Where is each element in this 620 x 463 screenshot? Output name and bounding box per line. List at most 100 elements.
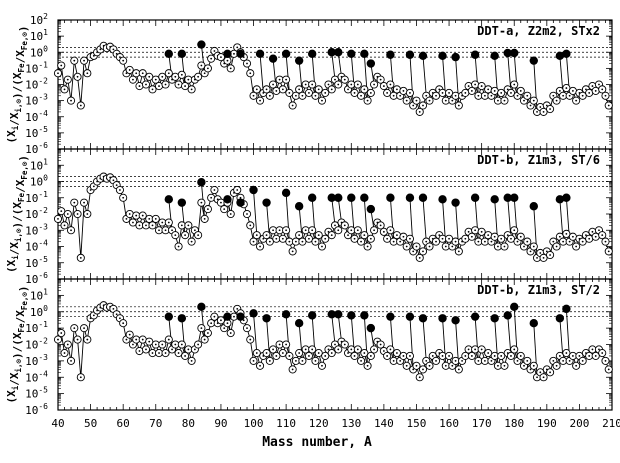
data-point-filled xyxy=(307,49,317,59)
data-point-center xyxy=(92,314,95,317)
data-point-center xyxy=(369,237,372,240)
data-point-center xyxy=(291,104,294,107)
data-point-center xyxy=(343,224,346,227)
drop-line xyxy=(507,52,512,93)
data-point-center xyxy=(386,237,389,240)
drop-line xyxy=(507,197,512,239)
data-point-center xyxy=(581,240,584,243)
data-point-filled xyxy=(438,314,447,323)
data-point-center xyxy=(591,348,594,351)
data-point-filled xyxy=(164,49,173,59)
data-point-center xyxy=(138,350,141,352)
x-tick-label: 130 xyxy=(341,417,361,430)
data-point-filled xyxy=(360,311,369,320)
data-point-center xyxy=(565,352,568,354)
data-point-center xyxy=(197,75,200,78)
data-point-center xyxy=(70,359,72,362)
data-point-center xyxy=(167,221,170,224)
data-point-filled xyxy=(562,193,571,202)
drop-line xyxy=(181,202,186,236)
data-point-center xyxy=(321,99,323,102)
data-point-center xyxy=(451,99,454,102)
data-point-center xyxy=(493,235,496,238)
y-tick-label: 10-5 xyxy=(25,255,48,270)
data-point-center xyxy=(428,364,431,367)
data-point-center xyxy=(66,343,69,346)
data-point-center xyxy=(135,72,138,75)
data-point-center xyxy=(431,355,434,357)
data-point-center xyxy=(291,250,294,253)
data-point-center xyxy=(585,234,587,237)
data-point-center xyxy=(571,90,574,92)
drop-line xyxy=(259,53,264,93)
data-point-center xyxy=(125,338,128,341)
data-point-filled xyxy=(438,51,447,61)
data-point-center xyxy=(187,224,190,227)
data-point-center xyxy=(467,230,470,233)
data-point-center xyxy=(490,94,493,97)
data-point-center xyxy=(565,87,568,89)
x-tick-label: 100 xyxy=(244,417,264,430)
data-point-center xyxy=(552,240,555,243)
data-point-center xyxy=(304,348,307,351)
data-point-center xyxy=(604,359,607,362)
data-point-center xyxy=(422,250,424,253)
data-point-center xyxy=(549,371,551,374)
data-point-center xyxy=(135,214,138,217)
data-point-filled xyxy=(307,311,317,320)
data-point-center xyxy=(265,88,268,91)
data-point-center xyxy=(366,364,369,367)
data-point-center xyxy=(285,229,288,232)
data-point-center xyxy=(493,355,496,357)
data-point-center xyxy=(125,217,128,220)
data-point-center xyxy=(122,322,125,325)
data-point-center xyxy=(203,338,206,341)
data-point-center xyxy=(510,355,512,357)
data-point-center xyxy=(409,92,411,94)
data-point-center xyxy=(601,88,604,91)
data-point-center xyxy=(487,234,490,237)
data-point-center xyxy=(497,364,499,367)
data-point-filled xyxy=(360,49,369,59)
data-point-center xyxy=(565,232,568,235)
data-point-center xyxy=(591,230,594,233)
data-point-center xyxy=(542,376,545,379)
data-point-filled xyxy=(418,51,428,61)
data-point-center xyxy=(154,78,157,81)
data-point-center xyxy=(356,83,359,86)
data-point-center xyxy=(213,189,216,191)
data-point-center xyxy=(242,319,245,322)
data-point-center xyxy=(76,338,79,341)
data-point-center xyxy=(298,352,301,354)
drop-line xyxy=(409,316,414,370)
data-point-filled xyxy=(334,48,343,57)
data-point-center xyxy=(536,376,538,379)
data-point-filled xyxy=(236,198,245,207)
data-point-center xyxy=(487,88,490,91)
data-point-filled xyxy=(490,51,499,61)
data-point-center xyxy=(288,240,291,243)
data-point-center xyxy=(457,250,460,253)
data-point-center xyxy=(607,250,610,253)
data-point-center xyxy=(389,348,392,351)
data-point-center xyxy=(532,364,535,367)
data-point-center xyxy=(542,110,545,113)
x-tick-label: 180 xyxy=(504,417,524,430)
data-point-filled xyxy=(562,49,571,59)
data-point-center xyxy=(334,343,336,346)
data-point-center xyxy=(141,72,144,75)
data-point-center xyxy=(575,245,578,248)
data-point-center xyxy=(350,229,353,232)
data-point-center xyxy=(373,83,376,86)
data-point-center xyxy=(526,240,529,243)
data-point-filled xyxy=(334,193,343,202)
data-point-center xyxy=(415,245,418,248)
data-point-center xyxy=(353,237,356,240)
data-point-center xyxy=(513,348,516,351)
data-point-center xyxy=(259,245,261,248)
x-tick-label: 70 xyxy=(149,417,162,430)
data-point-center xyxy=(66,78,69,81)
data-point-center xyxy=(523,364,525,367)
data-point-center xyxy=(578,355,581,357)
y-tick-label: 100 xyxy=(30,44,48,59)
